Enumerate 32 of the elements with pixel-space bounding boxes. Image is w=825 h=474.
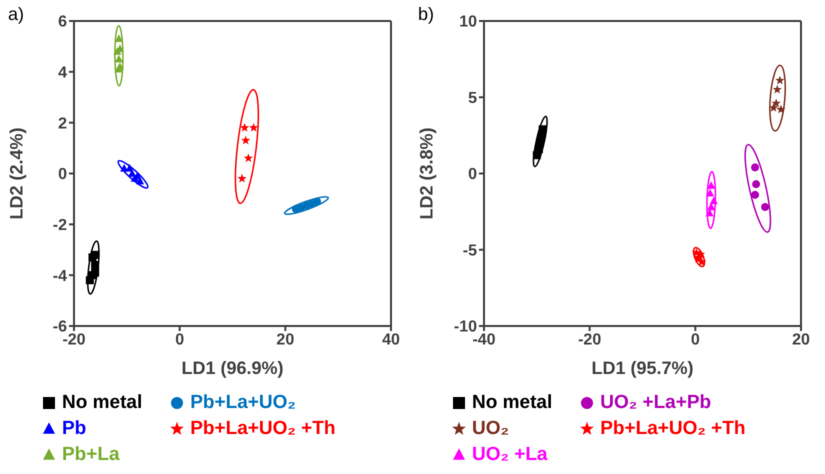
y-tick-label: -2 <box>52 217 68 234</box>
y-tick-label: 4 <box>58 64 68 82</box>
legend-label: Pb+La+UO₂ +Th <box>600 418 746 440</box>
x-tick-label: 0 <box>690 331 700 348</box>
y-tick-label: 2 <box>58 115 68 132</box>
legend-label: Pb+La <box>62 444 120 466</box>
y-tick-label: 10 <box>459 14 478 31</box>
x-tick-label: 0 <box>175 331 184 348</box>
legend-label: No metal <box>472 392 552 414</box>
y-tick-label: 5 <box>468 90 478 107</box>
legend-label: UO₂ <box>472 418 509 440</box>
chart-title: a) <box>8 4 24 25</box>
y-tick-label: -4 <box>52 268 68 285</box>
y-tick-label: -5 <box>462 242 478 260</box>
x-tick-label: 20 <box>792 331 810 348</box>
y-axis-title: LD2 (2.4%) <box>6 127 26 220</box>
y-tick-label: 6 <box>58 14 68 31</box>
y-tick-label: 0 <box>58 166 68 184</box>
legend-label: UO₂ +La <box>472 444 548 466</box>
legend-label: No metal <box>62 392 142 414</box>
chart-title: b) <box>418 4 434 25</box>
legend-label: Pb+La+UO₂ <box>190 392 296 414</box>
x-axis-title: LD1 (96.9%) <box>181 358 284 378</box>
legend-label: Pb+La+UO₂ +Th <box>190 418 336 440</box>
x-tick-label: -20 <box>578 331 602 348</box>
legend-label: UO₂ +La+Pb <box>600 392 712 414</box>
x-tick-label: 40 <box>382 331 400 348</box>
y-tick-label: 0 <box>468 166 478 184</box>
legend-label: Pb <box>62 418 86 440</box>
x-tick-label: 20 <box>276 331 294 348</box>
x-axis-title: LD1 (95.7%) <box>591 358 694 378</box>
y-axis-title: LD2 (3.8%) <box>416 127 436 220</box>
